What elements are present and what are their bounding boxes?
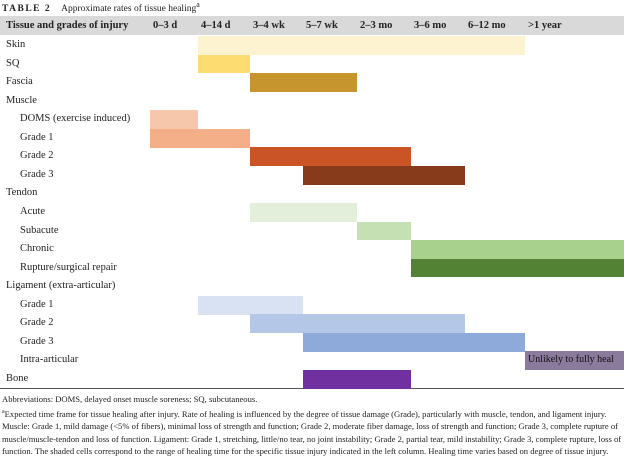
shaded-cell <box>250 73 357 92</box>
table-title: TABLE 2 Approximate rates of tissue heali… <box>2 0 200 14</box>
footnote-marker: a <box>2 408 5 415</box>
column-header: Tissue and grades of injury <box>6 20 129 31</box>
row-label: Grade 3 <box>20 168 54 180</box>
shaded-cell <box>303 165 465 185</box>
row-label: Subacute <box>20 224 59 236</box>
column-header: 3–4 wk <box>253 20 285 31</box>
shaded-cell <box>198 54 250 74</box>
row-label: Chronic <box>20 243 54 255</box>
column-header: 2–3 mo <box>360 20 393 31</box>
row-label: Tendon <box>6 187 38 199</box>
shaded-cell <box>198 36 525 55</box>
row-label: Acute <box>20 205 46 217</box>
shaded-cell <box>411 240 624 259</box>
shaded-cell <box>250 314 465 334</box>
header-row <box>0 16 624 35</box>
table-label: TABLE 2 <box>2 4 52 15</box>
shaded-cell <box>250 202 357 222</box>
row-label: Fascia <box>6 76 33 88</box>
row-label: Muscle <box>6 94 37 106</box>
column-header: 5–7 wk <box>306 20 338 31</box>
row-label: Rupture/surgical repair <box>20 261 117 273</box>
footnotes: Abbreviations: DOMS, delayed onset muscl… <box>2 393 622 458</box>
footnote: aExpected time frame for tissue healing … <box>2 406 622 458</box>
shaded-cell <box>250 147 411 167</box>
row-label: DOMS (exercise induced) <box>20 113 131 125</box>
column-header: >1 year <box>528 20 562 31</box>
title-marker: a <box>196 0 200 9</box>
column-header: 6–12 mo <box>468 20 506 31</box>
row-label: Grade 2 <box>20 317 54 329</box>
shaded-cell <box>150 128 250 148</box>
column-header: 4–14 d <box>201 20 231 31</box>
row-label: Bone <box>6 372 29 384</box>
shaded-cell <box>303 369 411 389</box>
shaded-cell <box>303 332 525 352</box>
cell-note: Unlikely to fully heal <box>528 354 614 366</box>
row-label: Skin <box>6 39 26 50</box>
row-label: Grade 1 <box>20 298 54 310</box>
row-label: SQ <box>6 57 20 69</box>
row-label: Grade 2 <box>20 150 54 162</box>
shaded-cell <box>198 295 303 315</box>
shaded-cell <box>411 258 624 278</box>
row-label: Grade 1 <box>20 131 54 143</box>
row-label: Grade 3 <box>20 335 54 347</box>
shaded-cell <box>150 110 198 130</box>
column-header: 0–3 d <box>153 20 178 31</box>
shaded-cell: Unlikely to fully heal <box>525 351 624 371</box>
abbreviations: Abbreviations: DOMS, delayed onset muscl… <box>2 394 258 404</box>
shaded-cell <box>357 221 411 241</box>
column-header: 3–6 mo <box>414 20 447 31</box>
title-text: Approximate rates of tissue healing <box>61 4 197 15</box>
row-label: Intra-articular <box>20 354 79 366</box>
row-label: Ligament (extra-articular) <box>6 280 116 292</box>
footnote-text: Expected time frame for tissue healing a… <box>2 408 622 457</box>
